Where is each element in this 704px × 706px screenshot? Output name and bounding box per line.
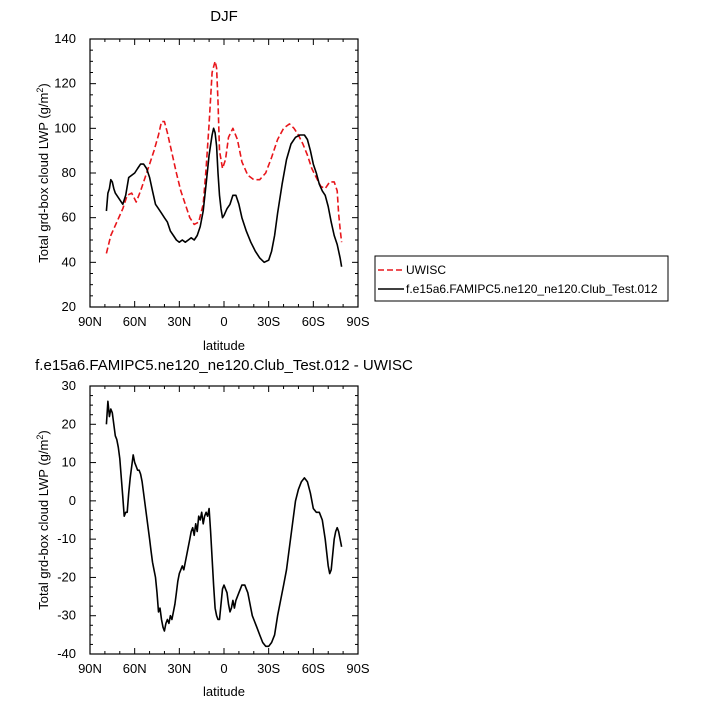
x-tick-label: 60N <box>123 661 147 676</box>
y-tick-label: -20 <box>57 569 76 584</box>
series-line-f-e15a6-famipc5-ne120-ne120-club-test-012-uwisc <box>105 400 343 648</box>
series-line-uwisc <box>105 60 343 254</box>
y-tick-label: 120 <box>54 76 76 91</box>
series-line-f-e15a6-famipc5-ne120-ne120-club-test-012 <box>105 127 343 267</box>
plot-frame <box>89 385 359 655</box>
y-tick-label: 20 <box>62 416 76 431</box>
y-axis-title: Total grd-box cloud LWP (g/m2) <box>35 430 51 609</box>
x-tick-label: 60N <box>123 314 147 329</box>
panel-top: DJF 90N 60N 30N 0 30S 60S 90S 20 40 60 80 100 120 14… <box>35 8 370 353</box>
x-tick-label: 90N <box>78 314 102 329</box>
y-axis-title: Total grd-box cloud LWP (g/m2) <box>35 83 51 262</box>
y-axis-title-base: Total grd-box cloud LWP (g/m <box>36 440 51 610</box>
x-tick-label: 60S <box>302 661 325 676</box>
x-tick-label: 90S <box>346 661 369 676</box>
y-tick-label: 100 <box>54 120 76 135</box>
x-tick-label: 30S <box>257 661 280 676</box>
x-tick-label: 30N <box>167 661 191 676</box>
x-tick-label: 30N <box>167 314 191 329</box>
y-tick-label: 80 <box>62 165 76 180</box>
y-tick-label: 140 <box>54 31 76 46</box>
chart-title: f.e15a6.FAMIPC5.ne120_ne120.Club_Test.01… <box>35 357 413 374</box>
plot-frame <box>89 38 359 308</box>
y-tick-label: -30 <box>57 608 76 623</box>
y-axis-title-sup: 2 <box>35 435 45 440</box>
x-tick-label: 90S <box>346 314 369 329</box>
legend-frame <box>374 255 669 302</box>
y-tick-label: -10 <box>57 531 76 546</box>
panel-bottom: f.e15a6.FAMIPC5.ne120_ne120.Club_Test.01… <box>35 357 413 699</box>
y-tick-label: 0 <box>69 493 76 508</box>
x-axis-title: latitude <box>203 684 245 699</box>
y-axis-title-end: ) <box>36 430 51 434</box>
legend-label-uwisc: UWISC <box>406 263 446 277</box>
y-tick-label: 10 <box>62 455 76 470</box>
y-axis-title-end: ) <box>36 83 51 87</box>
y-tick-label: 20 <box>62 299 76 314</box>
chart-title: DJF <box>210 8 238 25</box>
y-tick-label: -40 <box>57 646 76 661</box>
x-tick-label: 0 <box>220 661 227 676</box>
y-tick-label: 30 <box>62 378 76 393</box>
x-tick-label: 0 <box>220 314 227 329</box>
x-tick-label: 60S <box>302 314 325 329</box>
y-axis-title-sup: 2 <box>35 88 45 93</box>
legend: UWISC f.e15a6.FAMIPC5.ne120_ne120.Club_T… <box>374 255 669 302</box>
x-axis-title: latitude <box>203 338 245 353</box>
legend-label-model: f.e15a6.FAMIPC5.ne120_ne120.Club_Test.01… <box>406 282 658 296</box>
y-axis-title-base: Total grd-box cloud LWP (g/m <box>36 93 51 263</box>
y-tick-label: 40 <box>62 254 76 269</box>
y-tick-label: 60 <box>62 210 76 225</box>
x-tick-label: 30S <box>257 314 280 329</box>
x-tick-label: 90N <box>78 661 102 676</box>
